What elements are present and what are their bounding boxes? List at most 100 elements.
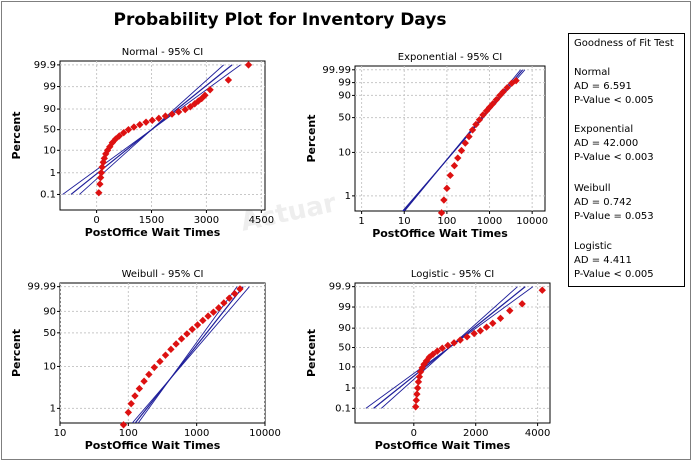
y-tick-label: 1 [50, 168, 56, 179]
legend-entry-normal: Normal AD = 6.591 P-Value < 0.005 [574, 66, 654, 108]
data-point [135, 384, 144, 393]
panel-title: Logistic - 95% CI [411, 269, 494, 280]
data-point [415, 373, 424, 381]
y-tick-label: 99.99 [27, 282, 56, 293]
x-tick-label: 10 [398, 216, 411, 227]
data-point [489, 319, 497, 327]
data-point [411, 403, 420, 411]
data-point [98, 163, 106, 171]
gridlines [60, 283, 265, 423]
data-point [438, 344, 446, 352]
y-tick-label: 50 [338, 113, 351, 124]
data-point [412, 396, 420, 404]
data-point [465, 132, 473, 141]
y-tick-label: 50 [43, 328, 56, 339]
data-point [518, 300, 526, 308]
data-points [437, 76, 520, 217]
data-point [231, 289, 239, 298]
data-point [199, 316, 207, 325]
x-tick-label: 100 [437, 216, 456, 227]
data-point [161, 112, 170, 120]
x-axis-label: PostOffice Wait Times [375, 439, 511, 452]
x-tick-label: 100 [119, 428, 138, 439]
data-point [150, 363, 158, 372]
y-tick-label: 10 [43, 145, 56, 156]
data-point [472, 120, 480, 129]
legend-entry-p: P-Value < 0.005 [574, 95, 654, 106]
data-point [476, 327, 485, 335]
data-point [506, 306, 514, 315]
data-point [433, 347, 442, 355]
plot-area [354, 65, 546, 212]
data-point [209, 308, 218, 316]
y-tick-label: 1 [50, 403, 56, 414]
x-tick-label: 2000 [463, 428, 488, 439]
data-point [140, 377, 148, 385]
data-point [172, 340, 180, 348]
data-point [463, 333, 471, 341]
data-point [499, 88, 507, 96]
y-axis-label: Percent [305, 114, 318, 162]
plot-area [59, 282, 266, 424]
data-point [156, 357, 164, 366]
x-tick-label: 0 [93, 215, 99, 226]
y-tick-label: 99 [43, 82, 56, 93]
data-point [482, 323, 491, 331]
y-tick-label: 10 [338, 362, 351, 373]
data-point [429, 350, 437, 358]
data-point [236, 285, 244, 293]
data-point [215, 304, 223, 312]
y-tick-label: 50 [43, 125, 56, 136]
x-tick-label: 3000 [194, 215, 219, 226]
y-tick-label: 99.9 [329, 282, 351, 293]
data-points [119, 285, 244, 429]
data-point [167, 345, 175, 354]
x-tick-label: 1 [358, 216, 364, 227]
x-tick-label: 1000 [477, 216, 502, 227]
plot-area [59, 60, 266, 211]
x-axis-label: PostOffice Wait Times [85, 439, 221, 452]
data-point [496, 314, 505, 322]
data-point [479, 111, 487, 119]
data-point [206, 86, 214, 94]
x-axis-label: PostOffice Wait Times [372, 227, 508, 240]
data-point [446, 171, 454, 180]
y-tick-label: 0.1 [40, 189, 56, 200]
data-point [450, 339, 458, 347]
data-point [174, 108, 183, 116]
data-point [201, 91, 209, 99]
legend-entry-p: P-Value = 0.053 [574, 211, 654, 222]
x-tick-label: 1500 [139, 215, 164, 226]
data-point [120, 129, 128, 137]
data-point [183, 330, 191, 338]
x-tick-label: 0 [411, 428, 417, 439]
plot-area [354, 282, 551, 424]
panel-title: Normal - 95% CI [122, 47, 203, 58]
y-tick-label: 0.1 [335, 403, 351, 414]
legend-entry-logistic: Logistic AD = 4.411 P-Value < 0.005 [574, 240, 654, 282]
y-tick-label: 99 [338, 78, 351, 89]
data-point [492, 95, 501, 104]
data-point [413, 390, 421, 398]
gridlines [355, 283, 550, 423]
y-tick-label: 10 [43, 361, 56, 372]
legend-entry-weibull: Weibull AD = 0.742 P-Value = 0.053 [574, 182, 654, 224]
data-point [130, 123, 138, 131]
data-point [95, 189, 103, 197]
normal-panel: 0.1 1 10 50 90 99 99.9 0 1500 3000 4500 Normal - 95… [10, 47, 274, 239]
data-point [414, 378, 423, 386]
page-title: Probability Plot for Inventory Days [113, 10, 447, 30]
data-point [131, 392, 139, 400]
data-point [142, 118, 150, 126]
data-point [119, 421, 128, 429]
y-axis-label: Percent [10, 329, 23, 377]
y-tick-label: 99.99 [322, 65, 351, 76]
y-tick-label: 1 [345, 383, 351, 394]
y-tick-label: 90 [338, 90, 351, 101]
fit-lines [131, 286, 250, 423]
x-tick-label: 10 [54, 428, 67, 439]
y-tick-label: 99 [338, 302, 351, 313]
confidence-band [137, 286, 238, 423]
